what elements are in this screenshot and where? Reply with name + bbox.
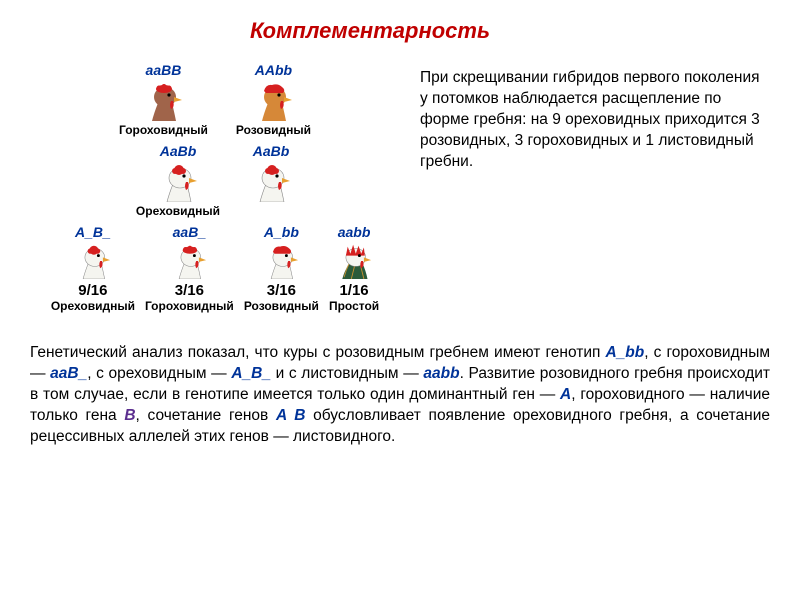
genotype-inline: aaB_	[50, 365, 87, 382]
ratio: 9/16	[78, 282, 107, 299]
slide-title: Комплементарность	[0, 18, 770, 44]
text: и с листовидным —	[271, 365, 423, 382]
parent-1: aaBB Гороховидный	[119, 62, 208, 137]
f2-2: aaB_ 3/16 Гороховидный	[145, 224, 234, 313]
gene-b: B	[124, 407, 135, 424]
parent-2: AAbb Розовидный	[236, 62, 311, 137]
genes-ab: A B	[276, 407, 305, 424]
phenotype: Розовидный	[244, 299, 319, 313]
genotype: AaBb	[160, 143, 197, 159]
phenotype: Простой	[329, 299, 379, 313]
f1-row: AaBb Ореховидный AaBb	[30, 143, 400, 218]
phenotype: Гороховидный	[145, 299, 234, 313]
chicken-head-icon	[260, 243, 302, 279]
genotype-inline: A_B_	[231, 365, 271, 382]
chicken-head-icon	[168, 243, 210, 279]
text: , с ореховидным —	[87, 365, 231, 382]
genotype: A_B_	[75, 224, 111, 240]
f1-2: AaBb	[248, 143, 294, 218]
f2-3: A_bb 3/16 Розовидный	[244, 224, 319, 313]
phenotype: Гороховидный	[119, 123, 208, 137]
genotype-inline: aabb	[423, 365, 459, 382]
genotype: AaBb	[253, 143, 290, 159]
genotype: aaBB	[146, 62, 182, 78]
ratio: 3/16	[175, 282, 204, 299]
phenotype: Розовидный	[236, 123, 311, 137]
parents-row: aaBB Гороховидный AAbb Розовидный	[30, 62, 400, 137]
chicken-head-icon	[72, 243, 114, 279]
chicken-head-icon	[333, 243, 375, 279]
chicken-head-icon	[140, 81, 186, 121]
upper-section: aaBB Гороховидный AAbb Розовидный AaBb	[30, 62, 770, 319]
genotype: AAbb	[255, 62, 292, 78]
side-paragraph: При скрещивании гибридов первого поколен…	[420, 62, 770, 319]
f1-1: AaBb Ореховидный	[136, 143, 220, 218]
text: Генетический анализ показал, что куры с …	[30, 344, 605, 361]
ratio: 1/16	[339, 282, 368, 299]
f2-row: A_B_ 9/16 Ореховидный aaB_ 3/16 Горохови…	[30, 224, 400, 313]
genotype: aabb	[338, 224, 371, 240]
cross-diagram: aaBB Гороховидный AAbb Розовидный AaBb	[30, 62, 400, 319]
phenotype: Ореховидный	[136, 204, 220, 218]
ratio: 3/16	[267, 282, 296, 299]
f2-1: A_B_ 9/16 Ореховидный	[51, 224, 135, 313]
chicken-head-icon	[248, 162, 294, 202]
text: , сочетание генов	[136, 407, 276, 424]
phenotype: Ореховидный	[51, 299, 135, 313]
chicken-head-icon	[155, 162, 201, 202]
bottom-paragraph: Генетический анализ показал, что куры с …	[30, 343, 770, 448]
chicken-head-icon	[250, 81, 296, 121]
gene-a: A	[560, 386, 571, 403]
genotype: A_bb	[264, 224, 299, 240]
genotype: aaB_	[173, 224, 206, 240]
genotype-inline: A_bb	[605, 344, 644, 361]
f2-4: aabb 1/16 Простой	[329, 224, 379, 313]
